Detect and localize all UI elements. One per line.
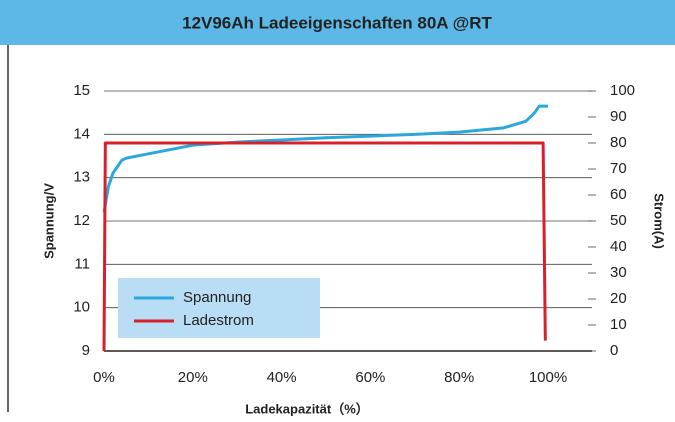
y2-tick-label: 20	[610, 290, 627, 307]
y2-axis-label: Strom(A)	[652, 193, 667, 249]
series-line	[102, 141, 547, 352]
y2-tick-label: 10	[610, 316, 627, 333]
title-bar	[0, 0, 675, 45]
x-tick-label: 100%	[529, 369, 567, 386]
y-tick-label: 13	[73, 169, 90, 186]
y2-tick-label: 90	[610, 108, 627, 125]
x-tick-label: 60%	[355, 369, 385, 386]
y-tick-label: 11	[74, 255, 90, 272]
y-tick-label: 12	[73, 212, 90, 229]
x-tick-label: 20%	[178, 369, 208, 386]
y-axis-label: Spannung/V	[41, 183, 56, 259]
x-tick-label: 80%	[444, 369, 474, 386]
x-tick-label: 0%	[93, 369, 115, 386]
y-tick-label: 10	[73, 299, 90, 316]
y-tick-label: 14	[73, 125, 90, 142]
y2-tick-label: 60	[610, 186, 627, 203]
y2-tick-label: 80	[610, 134, 627, 151]
y2-tick-label: 50	[610, 212, 627, 229]
y2-tick-label: 0	[610, 342, 618, 359]
x-tick-label: 40%	[267, 369, 297, 386]
y2-tick-label: 70	[610, 160, 627, 177]
series-line	[102, 104, 548, 213]
legend-label: Ladestrom	[183, 312, 254, 329]
y2-tick-label: 30	[610, 264, 627, 281]
y-tick-label: 15	[73, 82, 90, 99]
y2-tick-label: 100	[610, 82, 635, 99]
legend-label: Spannung	[183, 289, 251, 306]
x-axis-label: Ladekapazität（%）	[245, 401, 369, 416]
legend-box	[118, 278, 320, 338]
chart-title: 12V96Ah Ladeeigenschaften 80A @RT	[182, 13, 492, 32]
y-tick-label: 9	[82, 342, 90, 359]
y2-tick-label: 40	[610, 238, 627, 255]
